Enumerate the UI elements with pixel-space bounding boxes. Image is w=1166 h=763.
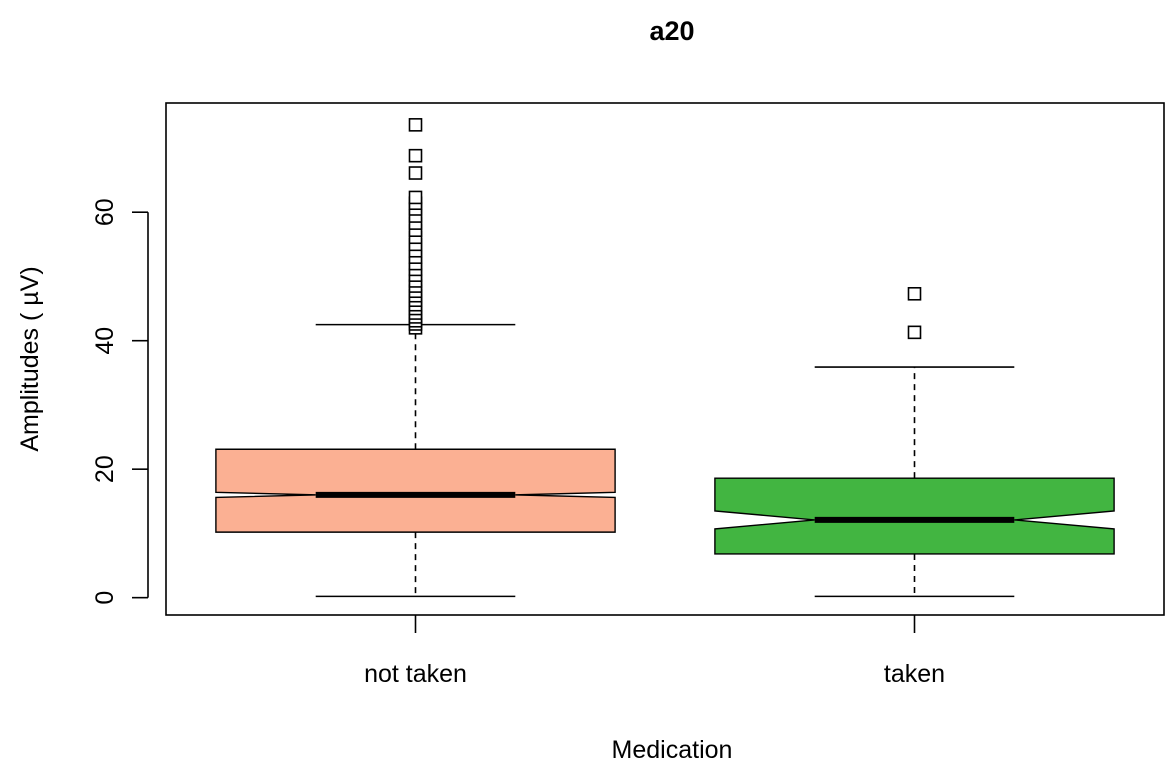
- y-axis-label: Amplitudes ( µV): [16, 266, 44, 451]
- x-axis: not taken taken: [364, 615, 945, 688]
- y-tick-label: 40: [91, 327, 119, 355]
- x-tick-label: taken: [884, 660, 945, 688]
- y-tick-label: 60: [91, 198, 119, 226]
- y-axis: 0 20 40 60: [91, 198, 149, 605]
- boxes-layer: [215, 118, 1115, 598]
- box-body: [215, 448, 616, 533]
- outlier-point: [408, 190, 423, 205]
- y-tick-label: 0: [91, 591, 119, 605]
- y-tick-label: 20: [91, 455, 119, 483]
- box-group: [714, 286, 1115, 598]
- chart-title: a20: [649, 16, 694, 46]
- plot-frame: [165, 102, 1165, 616]
- x-axis-label: Medication: [612, 736, 733, 763]
- outlier-point: [408, 118, 423, 132]
- box-group: [215, 118, 616, 598]
- box-body: [714, 477, 1115, 555]
- outlier-point: [408, 166, 423, 180]
- outlier-point: [907, 325, 922, 340]
- outlier-point: [408, 148, 423, 163]
- x-tick-label: not taken: [364, 660, 467, 688]
- outlier-point: [907, 286, 922, 301]
